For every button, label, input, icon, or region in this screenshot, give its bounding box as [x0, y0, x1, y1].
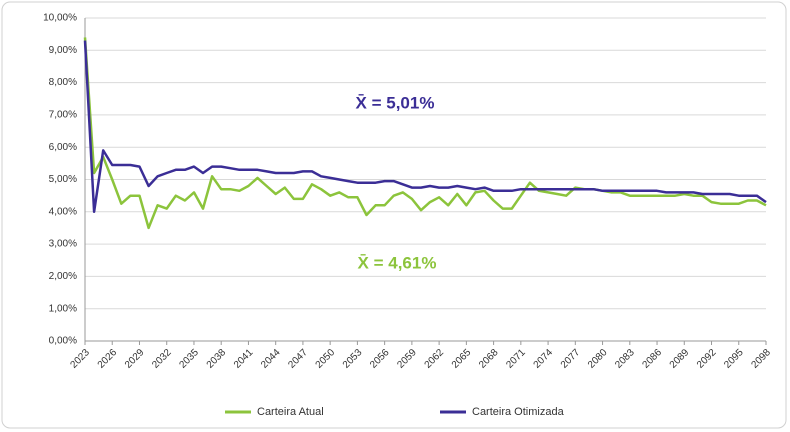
- y-tick-label: 0,00%: [49, 336, 77, 347]
- legend-label: Carteira Atual: [257, 406, 324, 418]
- legend-label: Carteira Otimizada: [472, 406, 565, 418]
- y-tick-label: 8,00%: [49, 77, 77, 88]
- annotation: X̄ = 5,01%: [356, 93, 435, 112]
- y-tick-label: 9,00%: [49, 45, 77, 56]
- annotation: X̄ = 4,61%: [358, 253, 437, 272]
- series-line: [83, 40, 767, 214]
- y-tick-label: 1,00%: [49, 303, 77, 314]
- series-line: [83, 37, 767, 230]
- y-tick-label: 3,00%: [49, 239, 77, 250]
- y-tick-label: 5,00%: [49, 174, 77, 185]
- y-tick-label: 7,00%: [49, 110, 77, 121]
- y-tick-label: 4,00%: [49, 206, 77, 217]
- y-tick-label: 2,00%: [49, 271, 77, 282]
- y-tick-label: 10,00%: [43, 13, 77, 24]
- y-tick-label: 6,00%: [49, 142, 77, 153]
